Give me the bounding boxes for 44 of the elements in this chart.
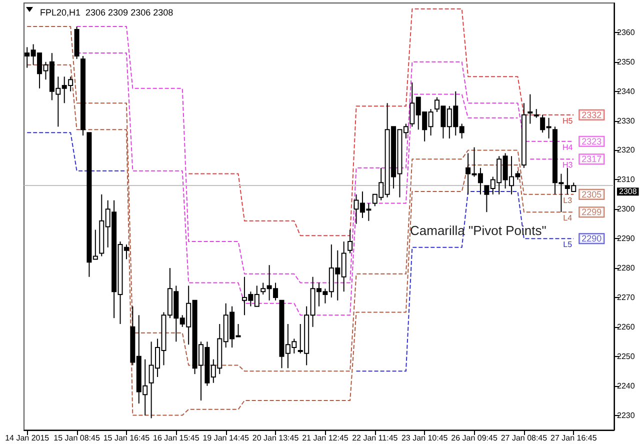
- x-tick-label: 16 Jan 15:45: [153, 434, 200, 442]
- x-tick-label: 27 Jan 16:45: [550, 434, 598, 442]
- annotation: 2305: [582, 189, 602, 200]
- series-label: H3: [562, 160, 574, 170]
- annotation: 2332: [582, 110, 602, 120]
- text: FPL20,H1 2306 2309 2306 2308: [40, 8, 174, 18]
- x-tick-label: 14 Jan 2015: [5, 434, 50, 442]
- y-tick-label: 2310: [617, 175, 636, 184]
- x-tick-label: 27 Jan 08:45: [500, 434, 548, 442]
- annotation: 2290: [582, 234, 602, 244]
- y-tick-label: 2260: [617, 322, 636, 332]
- series-label: L4: [563, 214, 573, 223]
- series-label: H5: [562, 116, 574, 126]
- y-tick-label: 2280: [617, 264, 636, 273]
- y-tick-label: 2240: [617, 381, 636, 390]
- y-tick-label: 2340: [617, 86, 636, 96]
- ref-line-label: 2308: [619, 187, 638, 196]
- y-tick-label: 2350: [617, 57, 636, 66]
- x-tick-label: 19 Jan 14:45: [202, 434, 250, 442]
- annotation: Camarilla "Pivot Points": [410, 223, 547, 238]
- y-tick-label: 2360: [617, 28, 636, 37]
- y-tick-label: 2270: [617, 292, 636, 302]
- x-tick-label: 23 Jan 10:45: [401, 434, 448, 442]
- y-tick-label: 2230: [617, 410, 636, 420]
- x-tick-label: 26 Jan 09:45: [451, 434, 498, 442]
- x-tick-label: 15 Jan 16:45: [103, 434, 150, 442]
- annotation: 2323: [582, 136, 602, 146]
- x-tick-label: 21 Jan 12:45: [302, 434, 349, 442]
- series-label: H4: [562, 142, 574, 152]
- candlestick: [348, 229, 353, 254]
- y-tick-label: 2320: [617, 146, 636, 155]
- y-tick-label: 2330: [617, 116, 636, 126]
- y-tick-label: 2290: [617, 234, 636, 244]
- y-tick-label: 2250: [617, 352, 636, 361]
- x-tick-label: 22 Jan 11:45: [352, 434, 398, 442]
- x-tick-label: 15 Jan 08:45: [54, 434, 100, 442]
- line-series: [188, 8, 574, 236]
- y-tick-label: 2300: [617, 204, 636, 214]
- annotation: 2299: [582, 207, 602, 218]
- candlestick: [528, 94, 533, 124]
- x-tick-label: 20 Jan 13:45: [252, 434, 300, 442]
- series-label: L5: [563, 240, 573, 250]
- annotation: 2317: [582, 154, 602, 164]
- series-label: L3: [563, 196, 573, 205]
